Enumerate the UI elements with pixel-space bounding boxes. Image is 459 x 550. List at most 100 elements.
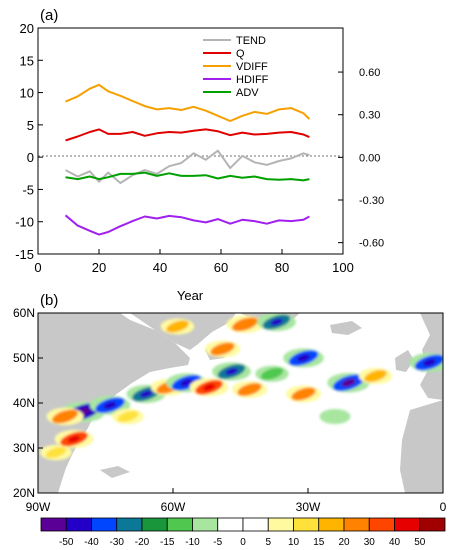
panel-b-label: (b) [40,292,58,309]
anomaly-core [422,358,437,367]
cuba-land [100,466,130,478]
anomaly-patch [117,410,139,423]
lat-tick-label: 30N [13,441,35,455]
lat-tick-label: 60N [13,306,35,320]
series-line-vdiff [65,83,311,122]
lon-tick-label: 90W [26,500,51,514]
panel-a-label: (a) [40,7,58,24]
y2-tick-label: 0.30 [359,110,380,122]
y-tick-label: 20 [20,21,34,36]
legend-label-vdiff: VDIFF [236,61,268,73]
y-tick-label: 15 [20,53,34,68]
colorbar-tick-label: 15 [313,537,325,548]
legend-label-q: Q [236,48,245,60]
series-line-q [65,128,310,142]
anomaly-patch [324,411,346,422]
colorbar-tick-label: 50 [414,537,426,548]
series-line-adv [65,171,310,182]
y-tick-label: 10 [20,86,34,101]
anomaly-core [296,354,311,362]
x-tick-label: 40 [153,260,167,275]
colorbar-swatch [394,517,421,532]
iceland-land [330,321,362,335]
colorbar-swatch [293,517,320,532]
anomaly-patch [166,320,189,333]
colorbar-swatch [242,517,269,532]
map-area [38,313,443,493]
x-tick-label: 100 [332,260,354,275]
anomaly-core [139,390,153,398]
anomaly-patch [291,387,316,401]
colorbar-swatch [141,517,168,532]
panel-a-frame [37,27,344,255]
colorbar-tick-label: -15 [160,537,175,548]
north-america-land [38,313,190,493]
y-tick-label: -15 [15,247,34,262]
y2-tick-label: 0.60 [359,67,380,79]
legend-label-adv: ADV [236,87,259,99]
y-tick-label: -10 [15,215,34,230]
anomaly-patch [52,409,78,424]
y-tick-label: -5 [22,182,34,197]
anomaly-core [202,383,216,391]
colorbar-swatch [368,517,395,532]
anomaly-patch [210,342,235,356]
colorbar-swatch [192,517,219,532]
x-tick-label: 80 [275,260,289,275]
colorbar-swatch [267,517,294,532]
series-line-hdiff [64,214,310,236]
anomaly-core [341,378,356,387]
anomaly-patch [45,446,67,459]
x-tick-label: 20 [92,260,106,275]
colorbar-swatch [116,517,143,532]
colorbar-tick-label: -30 [110,537,125,548]
lat-tick-label: 40N [13,396,35,410]
x-tick-label: 0 [34,260,41,275]
y2-tick-label: -0.60 [359,238,384,250]
colorbar-tick-label: 10 [288,537,300,548]
anomaly-core [270,318,283,326]
colorbar-tick-label: 20 [338,537,350,548]
y-tick-label: 0 [27,150,34,165]
anomaly-core [103,401,117,409]
colorbar-tick-label: 0 [240,537,246,548]
british-isles-land [395,350,414,372]
anomaly-patch [232,317,258,332]
x-tick-label: 60 [214,260,228,275]
anomaly-patch [364,369,387,383]
colorbar-tick-label: -10 [185,537,200,548]
colorbar-swatch [318,517,345,532]
lon-tick-label: 60W [161,500,186,514]
colorbar-swatch [40,517,67,532]
colorbar-swatch [343,517,370,532]
colorbar-tick-label: -40 [84,537,99,548]
colorbar-swatch [65,517,92,532]
y2-tick-label: 0.00 [359,152,380,164]
colorbar-swatch [166,517,193,532]
legend-label-tend: TEND [236,35,266,47]
lat-tick-label: 50N [13,351,35,365]
anomaly-core [225,367,238,376]
lat-tick-label: 20N [13,486,35,500]
lon-tick-label: 30W [296,500,321,514]
iberia-africa-land [400,400,443,493]
y-tick-label: 5 [27,118,34,133]
anomaly-core [67,435,81,443]
legend-label-hdiff: HDIFF [236,74,269,86]
colorbar-tick-label: -5 [213,537,222,548]
colorbar-tick-label: -20 [135,537,150,548]
colorbar-swatch [419,517,446,532]
lon-tick-label: 0 [440,500,447,514]
colorbar-swatch [217,517,244,532]
colorbar-tick-label: 40 [389,537,401,548]
anomaly-patch [260,367,284,380]
colorbar: -50 -40 -30 -20 -15 -10 -5 0 5 10 15 20 30 40 50 [40,517,446,548]
x-axis-label: Year [177,288,204,303]
anomaly-patch [237,383,262,396]
colorbar-swatch [91,517,118,532]
colorbar-tick-label: -50 [59,537,74,548]
anomaly-core [179,379,194,387]
y2-tick-label: -0.30 [359,195,384,207]
colorbar-tick-label: 5 [265,537,271,548]
